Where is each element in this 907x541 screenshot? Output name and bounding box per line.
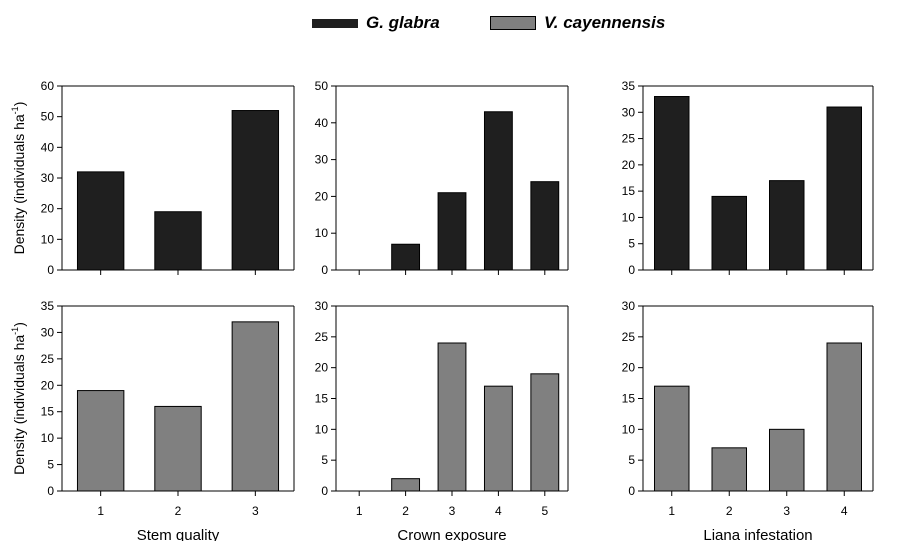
x-tick-label: 1 xyxy=(356,504,363,518)
chart-legend: G. glabra V. cayennensis xyxy=(0,8,907,38)
y-tick-label: 50 xyxy=(315,79,329,93)
y-tick-label: 50 xyxy=(41,110,55,124)
y-tick-label: 10 xyxy=(41,431,55,445)
bar-3 xyxy=(231,110,280,271)
y-tick-label: 15 xyxy=(622,184,636,198)
y-tick-label: 20 xyxy=(315,361,329,375)
y-tick-label: 15 xyxy=(41,405,55,419)
bar-2 xyxy=(154,211,202,271)
bar-2 xyxy=(154,405,202,492)
bar-1 xyxy=(654,385,690,492)
y-tick-label: 60 xyxy=(41,79,55,93)
y-tick-label: 30 xyxy=(622,105,636,119)
panel-2-3: 0 5 10 15 20 25 30 1 2 3 4 Liana infestation xyxy=(622,299,874,541)
panel-1-1: 0 10 20 30 40 50 60 Density (individuals ha-1) xyxy=(10,79,295,277)
bar-4 xyxy=(826,342,862,492)
y-tick-label: 20 xyxy=(41,202,55,216)
bar-5 xyxy=(530,181,560,271)
bar-2 xyxy=(711,447,747,492)
y-tick-label: 30 xyxy=(41,325,55,339)
legend-label-g-glabra: G. glabra xyxy=(366,13,440,32)
bar-2 xyxy=(391,243,421,271)
y-tick-label: 30 xyxy=(315,299,329,313)
x-axis-title: Liana infestation xyxy=(703,527,812,541)
x-tick-label: 5 xyxy=(541,504,548,518)
y-tick-label: 5 xyxy=(628,237,635,251)
y-tick-label: 25 xyxy=(622,330,636,344)
y-tick-label: 35 xyxy=(41,299,55,313)
y-tick-label: 20 xyxy=(622,158,636,172)
y-tick-label: 10 xyxy=(41,232,55,246)
bar-2 xyxy=(711,195,747,271)
x-tick-label: 4 xyxy=(495,504,502,518)
bar-3 xyxy=(231,321,280,492)
panel-1-2: 0 10 20 30 40 50 xyxy=(315,79,569,277)
y-tick-label: 0 xyxy=(47,484,54,498)
x-tick-label: 3 xyxy=(252,504,259,518)
y-tick-label: 40 xyxy=(315,116,329,130)
bar-5 xyxy=(530,373,560,492)
y-tick-label: 5 xyxy=(628,453,635,467)
y-tick-label: 20 xyxy=(41,378,55,392)
y-tick-label: 20 xyxy=(622,361,636,375)
y-tick-label: 10 xyxy=(622,210,636,224)
y-tick-label: 30 xyxy=(41,171,55,185)
x-tick-label: 2 xyxy=(726,504,733,518)
x-axis-title: Stem quality xyxy=(137,527,220,541)
y-tick-label: 40 xyxy=(41,140,55,154)
y-tick-label: 25 xyxy=(41,352,55,366)
x-tick-label: 2 xyxy=(402,504,409,518)
bar-3 xyxy=(437,342,467,492)
x-tick-label: 1 xyxy=(97,504,104,518)
y-tick-label: 20 xyxy=(315,189,329,203)
bar-1 xyxy=(76,171,125,271)
y-tick-label: 10 xyxy=(315,422,329,436)
y-tick-label: 10 xyxy=(622,422,636,436)
y-tick-label: 35 xyxy=(622,79,636,93)
y-tick-label: 0 xyxy=(628,263,635,277)
panel-1-3: 0 5 10 15 20 25 30 35 xyxy=(622,79,874,277)
y-tick-label: 25 xyxy=(315,330,329,344)
x-tick-label: 4 xyxy=(841,504,848,518)
y-axis-title: Density (individuals ha-1) xyxy=(10,322,27,475)
y-tick-label: 25 xyxy=(622,132,636,146)
bar-3 xyxy=(769,428,805,492)
x-tick-label: 2 xyxy=(175,504,182,518)
bar-3 xyxy=(437,192,467,271)
y-tick-label: 5 xyxy=(47,458,54,472)
legend-label-v-cayennensis: V. cayennensis xyxy=(544,13,666,32)
x-tick-label: 3 xyxy=(783,504,790,518)
y-tick-label: 0 xyxy=(47,263,54,277)
y-tick-label: 5 xyxy=(321,453,328,467)
x-tick-label: 1 xyxy=(668,504,675,518)
y-tick-label: 30 xyxy=(622,299,636,313)
legend-item-g-glabra: G. glabra xyxy=(312,8,440,38)
legend-swatch-g-glabra xyxy=(312,18,358,28)
y-tick-label: 10 xyxy=(315,226,329,240)
panel-2-2: 0 5 10 15 20 25 30 1 2 3 4 5 Crown exposure xyxy=(315,299,569,541)
y-tick-label: 30 xyxy=(315,153,329,167)
bar-4 xyxy=(483,111,513,271)
y-tick-label: 0 xyxy=(628,484,635,498)
bar-1 xyxy=(76,390,125,492)
bar-1 xyxy=(654,96,690,271)
x-axis-title: Crown exposure xyxy=(397,527,506,541)
legend-swatch-v-cayennensis xyxy=(490,16,536,30)
y-tick-label: 0 xyxy=(321,484,328,498)
bar-3 xyxy=(769,180,805,271)
bar-2 xyxy=(391,478,421,492)
y-tick-label: 15 xyxy=(622,392,636,406)
panel-2-1: 0 5 10 15 20 25 30 35 1 2 3 Stem quality Density (in… xyxy=(10,299,295,541)
legend-item-v-cayennensis: V. cayennensis xyxy=(490,8,665,38)
y-tick-label: 0 xyxy=(321,263,328,277)
bar-4 xyxy=(483,385,513,492)
y-axis-title: Density (individuals ha-1) xyxy=(10,102,27,255)
y-tick-label: 15 xyxy=(315,392,329,406)
bar-4 xyxy=(826,106,862,271)
x-tick-label: 3 xyxy=(449,504,456,518)
